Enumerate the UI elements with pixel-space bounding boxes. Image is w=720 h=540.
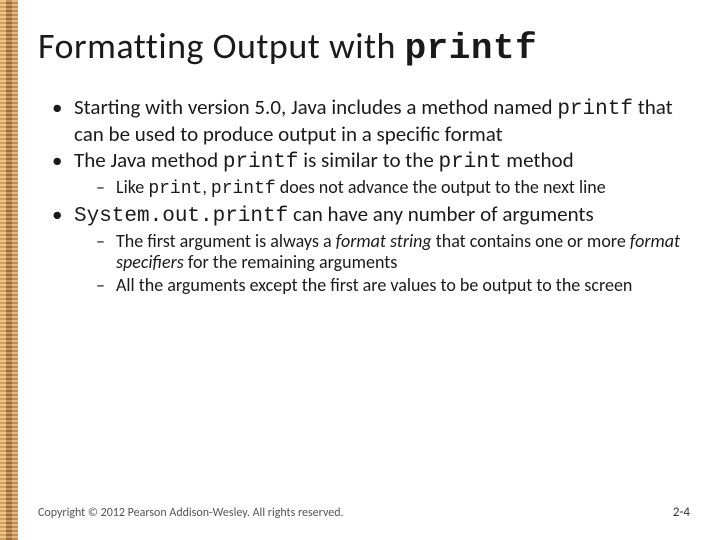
body-text: The Java method [74,147,223,173]
emphasis-text: format string [336,230,432,252]
body-text: The first argument is always a [116,230,336,252]
body-text: method [502,147,574,173]
border-stripe [12,0,18,540]
body-text: can have any number of arguments [288,201,593,227]
body-text: for the remaining arguments [184,251,398,273]
code-text: printf [557,98,633,121]
slide-content: Formatting Output with printf Starting w… [38,24,692,516]
code-text: printf [223,151,299,174]
body-text: that contains one or more [432,230,630,252]
code-text: printf [211,179,276,199]
sub-bullet-item: The first argument is always a format st… [96,231,692,272]
title-text: Formatting Output with [38,24,405,68]
slide-title: Formatting Output with printf [38,24,692,69]
code-text: System.out.printf [74,205,288,228]
title-code: printf [405,28,538,69]
page-number: 2-4 [673,505,690,520]
body-text: All the arguments except the first are v… [116,274,632,296]
sub-bullet-list: The first argument is always a format st… [74,231,692,295]
code-text: print [148,179,202,199]
bullet-item: System.out.printf can have any number of… [52,202,692,295]
body-text: Like [116,176,148,198]
body-text: is similar to the [299,147,439,173]
sub-bullet-list: Like print, printf does not advance the … [74,177,692,200]
bullet-list: Starting with version 5.0, Java includes… [38,95,692,295]
sub-bullet-item: Like print, printf does not advance the … [96,177,692,200]
decorative-left-border [0,0,18,540]
bullet-item: The Java method printf is similar to the… [52,148,692,200]
body-text: does not advance the output to the next … [276,176,606,198]
body-text: , [202,176,211,198]
copyright-footer: Copyright © 2012 Pearson Addison-Wesley.… [38,506,344,520]
code-text: print [439,151,502,174]
sub-bullet-item: All the arguments except the first are v… [96,275,692,296]
body-text: Starting with version 5.0, Java includes… [74,94,557,120]
bullet-item: Starting with version 5.0, Java includes… [52,95,692,146]
